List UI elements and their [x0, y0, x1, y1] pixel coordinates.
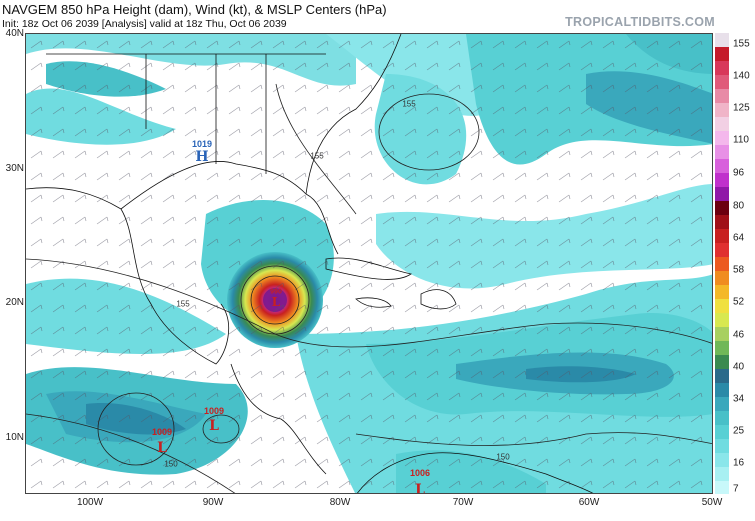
colorbar-swatch: [715, 438, 729, 453]
colorbar-swatch: [715, 130, 729, 146]
low-pressure-value: 1009: [203, 406, 225, 416]
colorbar-swatch: [715, 88, 729, 104]
colorbar-label: 7: [733, 483, 739, 495]
colorbar-swatch: [715, 256, 729, 271]
colorbar-label: 34: [733, 393, 745, 405]
colorbar-swatch: [715, 158, 729, 174]
colorbar-swatch: [715, 116, 729, 132]
low-pressure-marker[interactable]: L: [157, 440, 167, 456]
wind-barbs: [26, 34, 712, 493]
lon-label-80w: 80W: [329, 497, 351, 508]
low-pressure-value: 1009: [151, 427, 173, 437]
colorbar-swatch: [715, 354, 729, 369]
colorbar-swatch: [715, 452, 729, 467]
lon-label-70w: 70W: [452, 497, 474, 508]
contour-label: 155: [176, 299, 190, 309]
contour-label: 155: [402, 99, 416, 109]
colorbar-swatch: [715, 270, 729, 285]
colorbar-swatch: [715, 340, 729, 355]
map-canvas: [26, 34, 712, 493]
lat-label-20n: 20N: [5, 297, 24, 308]
low-pressure-value: 1006: [409, 468, 431, 478]
low-pressure-marker[interactable]: L: [415, 482, 425, 494]
colorbar-label: 46: [733, 329, 745, 341]
colorbar-label: 64: [733, 232, 745, 244]
lat-label-40n: 40N: [5, 28, 24, 39]
header: NAVGEM 850 hPa Height (dam), Wind (kt), …: [0, 0, 755, 33]
colorbar-label: 16: [733, 457, 745, 469]
colorbar-swatch: [715, 312, 729, 327]
colorbar-swatch: [715, 284, 729, 299]
colorbar-swatch: [715, 74, 729, 90]
colorbar-label: 96: [733, 167, 745, 179]
colorbar-swatch: [715, 410, 729, 425]
coastlines: [26, 34, 594, 493]
hurricane-low-marker[interactable]: L: [271, 295, 281, 309]
colorbar-swatch: [715, 214, 729, 230]
colorbar-swatch: [715, 242, 729, 257]
colorbar-swatch: [715, 326, 729, 341]
low-pressure-marker[interactable]: L: [209, 418, 219, 434]
contour-label: 150: [164, 459, 178, 469]
colorbar-label: 52: [733, 296, 745, 308]
colorbar-swatch: [715, 396, 729, 411]
lon-label-50w: 50W: [701, 497, 723, 508]
colorbar-label: 125: [733, 102, 750, 114]
colorbar-label: 155: [733, 38, 750, 50]
colorbar-swatch: [715, 424, 729, 439]
init-valid-line: Init: 18z Oct 06 2039 [Analysis] valid a…: [2, 18, 287, 30]
colorbar-swatch: [715, 480, 729, 495]
high-pressure-marker[interactable]: H: [195, 149, 209, 165]
lon-label-90w: 90W: [202, 497, 224, 508]
brand-watermark: TROPICALTIDBITS.COM: [565, 15, 715, 29]
colorbar-swatch: [715, 466, 729, 481]
colorbar-label: 110: [733, 134, 749, 146]
colorbar-label: 140: [733, 70, 750, 82]
colorbar-swatch: [715, 144, 729, 160]
colorbar-label: 25: [733, 425, 745, 437]
colorbar-label: 40: [733, 361, 745, 373]
colorbar-swatch: [715, 228, 729, 244]
colorbar-swatch: [715, 186, 729, 202]
lat-label-10n: 10N: [5, 432, 24, 443]
lon-label-100w: 100W: [76, 497, 104, 508]
colorbar-label: 80: [733, 200, 745, 212]
lon-label-60w: 60W: [578, 497, 600, 508]
colorbar-swatch: [715, 200, 729, 216]
colorbar-swatch: [715, 102, 729, 118]
high-pressure-value: 1019: [191, 139, 213, 149]
colorbar-swatch: [715, 60, 729, 76]
lat-label-30n: 30N: [5, 163, 24, 174]
colorbar-swatch: [715, 298, 729, 313]
map-title: NAVGEM 850 hPa Height (dam), Wind (kt), …: [2, 2, 387, 17]
contour-label: 155: [310, 151, 324, 161]
weather-map[interactable]: 155 155 155 150 150 1019 H 1009 L 1009 L…: [25, 33, 713, 494]
wind-speed-colorbar: 155 140 125 110 96 80 64 58 52 46 40 34 …: [715, 33, 755, 495]
contour-label: 150: [496, 452, 510, 462]
colorbar-label: 58: [733, 264, 745, 276]
hurricane-pressure-value: 990: [270, 288, 282, 296]
colorbar-swatch: [715, 33, 729, 48]
height-contours: [26, 83, 712, 493]
colorbar-swatch: [715, 46, 729, 62]
colorbar-swatch: [715, 368, 729, 383]
colorbar-swatch: [715, 172, 729, 188]
colorbar-swatch: [715, 382, 729, 397]
